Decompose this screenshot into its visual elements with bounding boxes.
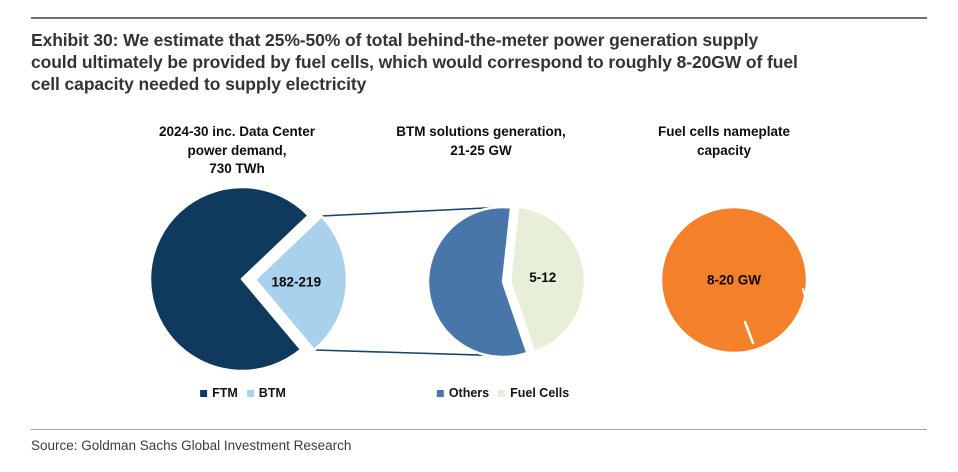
pie3-slice-fuel-cells xyxy=(659,205,809,355)
connector-line-top xyxy=(320,206,507,217)
legend-label-fuel-cells: Fuel Cells xyxy=(510,386,570,400)
legend-item-ftm: FTM xyxy=(200,386,238,400)
pie2-slice-others xyxy=(426,205,529,359)
pie3-value-label: 8-20 GW xyxy=(707,273,761,288)
pie1-slice-btm xyxy=(253,215,349,352)
bottom-rule xyxy=(31,429,927,430)
legend-swatch-others xyxy=(436,389,444,397)
legend-item-fuel-cells: Fuel Cells xyxy=(498,386,569,400)
connector-line-bottom xyxy=(314,349,513,357)
top-rule xyxy=(31,17,927,19)
pie1-slice-ftm xyxy=(148,185,310,373)
orange-pie-sliver-mark xyxy=(802,288,807,301)
legend-label-ftm: FTM xyxy=(212,386,238,400)
exhibit-title: Exhibit 30: We estimate that 25%-50% of … xyxy=(31,30,798,94)
pie2-title: BTM solutions generation, 21-25 GW xyxy=(396,124,566,158)
legend-label-others: Others xyxy=(448,386,490,400)
legend-item-btm: BTM xyxy=(246,386,286,400)
pie1-legend: FTM BTM xyxy=(200,386,286,400)
source-line: Source: Goldman Sachs Global Investment … xyxy=(31,438,352,453)
pie3-title: Fuel cells nameplate capacity xyxy=(657,124,791,158)
pie1-title: 2024-30 inc. Data Center power demand, 7… xyxy=(158,124,316,176)
legend-swatch-btm xyxy=(246,389,254,397)
legend-swatch-ftm xyxy=(200,389,208,397)
pie2-slice-fuel-cells xyxy=(508,205,587,354)
pie2-legend: Others Fuel Cells xyxy=(436,386,569,400)
pie2-value-label: 5-12 xyxy=(529,270,556,285)
legend-swatch-fuel-cells xyxy=(498,389,506,397)
orange-pie-sliver-mark xyxy=(743,320,755,345)
pie1-value-label: 182-219 xyxy=(272,275,322,290)
legend-label-btm: BTM xyxy=(258,386,286,400)
legend-item-others: Others xyxy=(436,386,490,400)
